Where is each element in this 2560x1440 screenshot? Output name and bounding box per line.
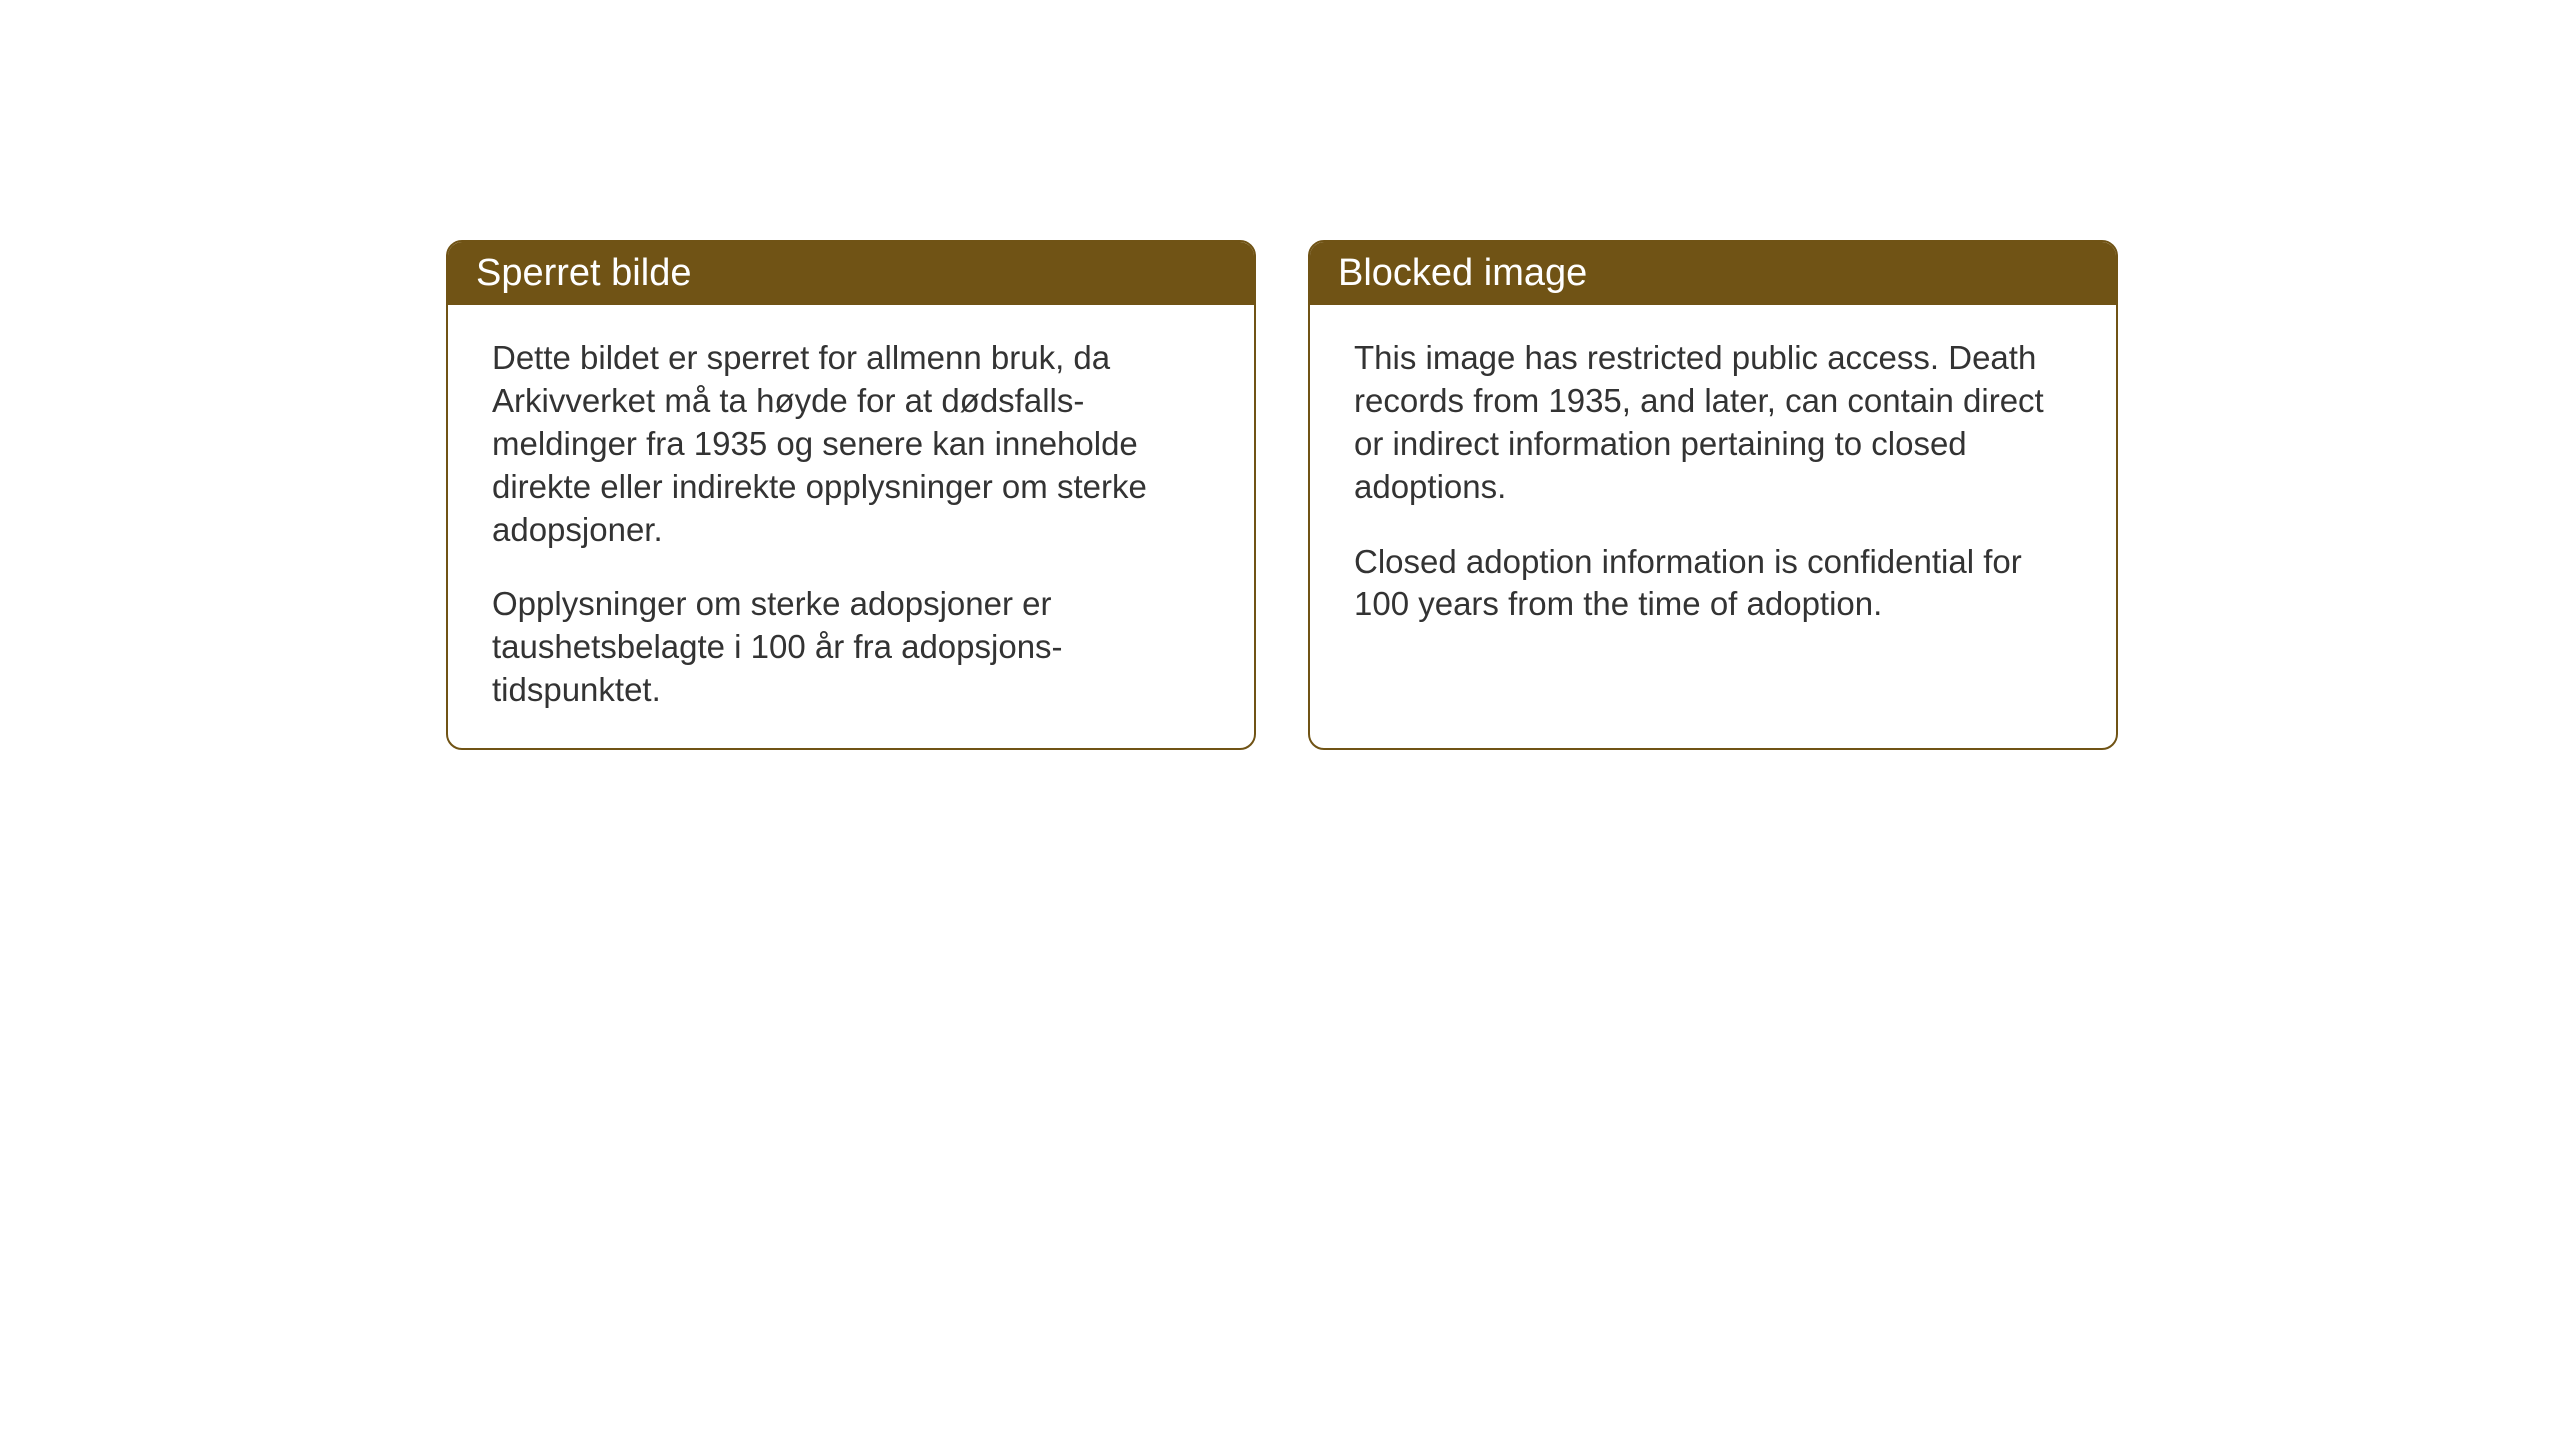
norwegian-paragraph-1: Dette bildet er sperret for allmenn bruk… xyxy=(492,337,1210,551)
norwegian-panel-header: Sperret bilde xyxy=(448,242,1254,305)
notice-container: Sperret bilde Dette bildet er sperret fo… xyxy=(446,240,2118,750)
norwegian-panel: Sperret bilde Dette bildet er sperret fo… xyxy=(446,240,1256,750)
english-panel-body: This image has restricted public access.… xyxy=(1310,305,2116,658)
english-panel-header: Blocked image xyxy=(1310,242,2116,305)
norwegian-paragraph-2: Opplysninger om sterke adopsjoner er tau… xyxy=(492,583,1210,712)
english-paragraph-2: Closed adoption information is confident… xyxy=(1354,541,2072,627)
english-panel: Blocked image This image has restricted … xyxy=(1308,240,2118,750)
english-paragraph-1: This image has restricted public access.… xyxy=(1354,337,2072,509)
norwegian-panel-body: Dette bildet er sperret for allmenn bruk… xyxy=(448,305,1254,744)
